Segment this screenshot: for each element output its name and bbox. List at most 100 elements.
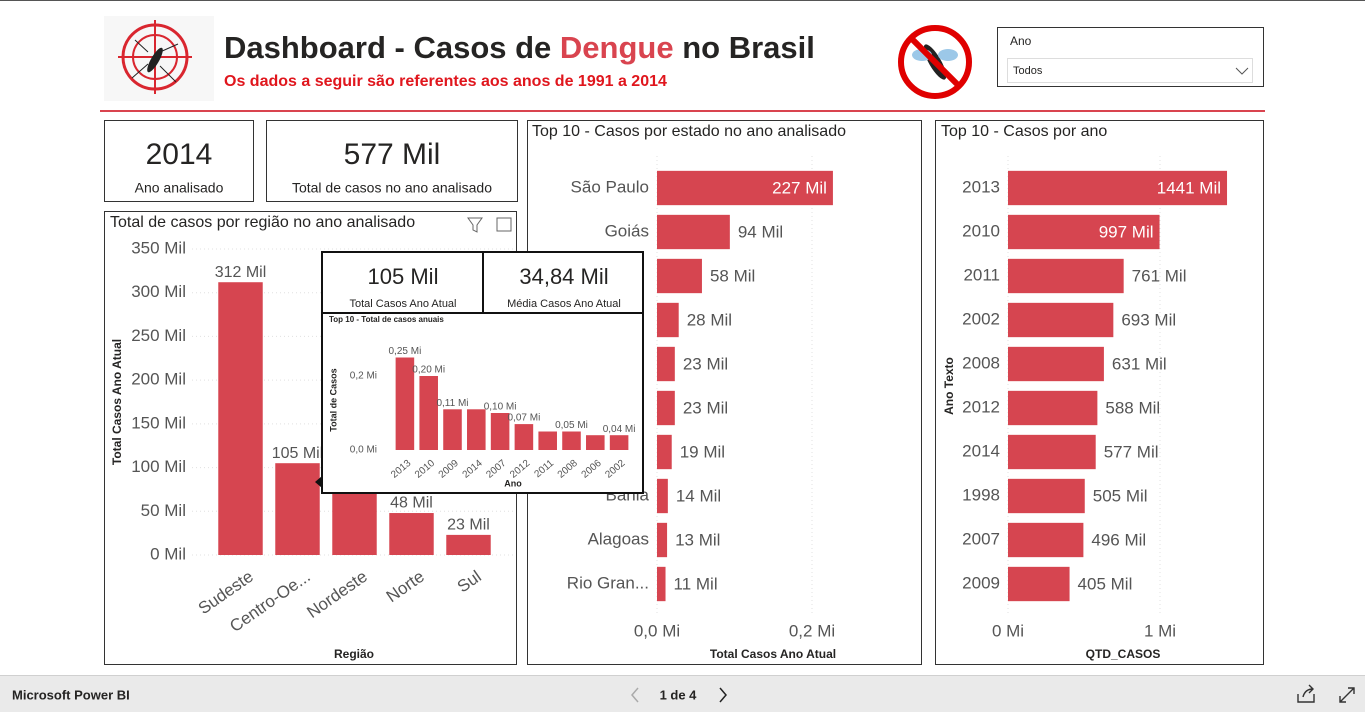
x-axis-title: Ano <box>504 478 522 488</box>
y-tick-label: 2002 <box>962 309 1000 328</box>
visual-icons <box>467 217 512 233</box>
bar <box>419 376 438 450</box>
data-label: 94 Mil <box>738 222 783 241</box>
data-label: 588 Mil <box>1105 398 1160 417</box>
data-label: 312 Mil <box>215 264 267 281</box>
bar <box>275 463 320 555</box>
data-label: 505 Mil <box>1093 486 1148 505</box>
bar <box>395 357 415 450</box>
title-part: Dengue <box>560 30 674 65</box>
x-axis-title: Total Casos Ano Atual <box>710 647 836 661</box>
y-tick-label: Goiás <box>605 221 649 240</box>
y-tick-label: 200 Mil <box>131 370 186 389</box>
bar <box>1008 478 1085 514</box>
bar <box>467 409 486 450</box>
data-label: 14 Mil <box>676 486 721 505</box>
y-tick-label: 0 Mil <box>150 544 186 563</box>
bar <box>657 434 672 470</box>
logo <box>104 16 214 101</box>
next-page[interactable] <box>719 687 727 703</box>
dropdown-chevron <box>1235 67 1249 75</box>
y-tick-label: Rio Gran... <box>567 573 649 592</box>
bar <box>389 513 434 555</box>
bar <box>1008 258 1124 294</box>
bar <box>657 258 702 294</box>
bar <box>657 214 730 250</box>
data-label: 19 Mil <box>680 442 725 461</box>
bar <box>586 435 605 450</box>
footer-actions[interactable] <box>1297 684 1355 703</box>
tooltip-card-label: Total Casos Ano Atual <box>349 298 456 310</box>
slicer-dropdown[interactable] <box>1007 58 1253 83</box>
y-tick-label: 250 Mil <box>131 326 186 345</box>
data-label: 997 Mil <box>1099 222 1154 241</box>
card-label: Ano analisado <box>135 180 224 196</box>
data-label: 0,04 Mi <box>603 424 636 435</box>
y-axis-title: Total Casos Ano Atual <box>110 339 124 465</box>
card-value: 577 Mil <box>344 138 441 171</box>
dashboard-title: Dashboard - Casos de Dengue no Brasil <box>224 30 815 65</box>
bar <box>218 282 263 555</box>
data-label: 48 Mil <box>390 495 433 512</box>
bar <box>1008 346 1104 382</box>
chart-title: Total de casos por região no ano analisa… <box>110 214 415 231</box>
y-tick-label: São Paulo <box>571 177 649 196</box>
y-tick-label: 2011 <box>963 265 1000 284</box>
data-label: 631 Mil <box>1112 354 1167 373</box>
bar <box>562 431 581 450</box>
data-label: 405 Mil <box>1078 574 1133 593</box>
slicer-label: Ano <box>1010 34 1032 48</box>
data-label: 0,11 Mi <box>436 398 468 409</box>
chart-title: Top 10 - Casos por estado no ano analisa… <box>532 123 846 140</box>
bar <box>657 302 679 338</box>
y-axis-title: Total de Casos <box>328 368 338 431</box>
data-label: 496 Mil <box>1091 530 1146 549</box>
data-label: 0,10 Mi <box>484 402 517 413</box>
data-label: 1441 Mil <box>1157 178 1221 197</box>
tooltip-card-label: Média Casos Ano Atual <box>507 298 621 310</box>
y-tick-label: 1998 <box>962 485 1000 504</box>
y-axis-title: Ano Texto <box>942 357 956 415</box>
y-tick-label: 100 Mil <box>131 457 186 476</box>
card <box>266 120 518 202</box>
bar <box>1008 302 1114 338</box>
charts: Total de casos por região no ano analisa… <box>110 123 1228 661</box>
y-tick-label: 0,0 Mi <box>350 445 377 456</box>
bar <box>1008 434 1096 470</box>
tooltip-card-value: 34,84 Mil <box>519 264 608 289</box>
bar <box>609 435 629 450</box>
bar <box>1008 214 1160 250</box>
data-label: 28 Mil <box>687 310 732 329</box>
data-label: 23 Mil <box>683 398 728 417</box>
page-indicator: 1 de 4 <box>660 687 698 702</box>
card-value: 2014 <box>146 138 213 171</box>
data-label: 693 Mil <box>1121 310 1176 329</box>
brand: Microsoft Power BI <box>12 687 130 702</box>
data-label: 0,05 Mi <box>555 420 588 431</box>
chart-panel <box>935 120 1264 665</box>
data-label: 58 Mil <box>710 266 755 285</box>
y-tick-label: 2012 <box>962 397 1000 416</box>
data-label: 11 Mil <box>674 574 718 593</box>
y-tick-label: 2009 <box>962 573 1000 592</box>
bar <box>443 409 462 450</box>
chart-title: Top 10 - Total de casos anuais <box>329 315 444 324</box>
bar <box>1008 390 1098 426</box>
title-part: no Brasil <box>674 30 815 65</box>
data-label: 23 Mil <box>683 354 728 373</box>
x-tick-label: 0,2 Mi <box>789 621 835 640</box>
bar <box>1008 170 1228 206</box>
bar <box>514 424 534 450</box>
bar <box>657 566 666 602</box>
y-tick-label: 2013 <box>962 177 1000 196</box>
data-label: 0,07 Mi <box>508 413 541 424</box>
y-tick-label: 50 Mil <box>141 501 186 520</box>
bar <box>1008 522 1084 558</box>
card-label: Total de casos no ano analisado <box>292 180 492 196</box>
prev-page[interactable] <box>631 687 639 703</box>
x-axis-title: QTD_CASOS <box>1086 647 1161 661</box>
data-label: 23 Mil <box>447 517 490 534</box>
data-label: 105 Mil <box>272 445 324 462</box>
y-tick-label: 300 Mil <box>131 282 186 301</box>
